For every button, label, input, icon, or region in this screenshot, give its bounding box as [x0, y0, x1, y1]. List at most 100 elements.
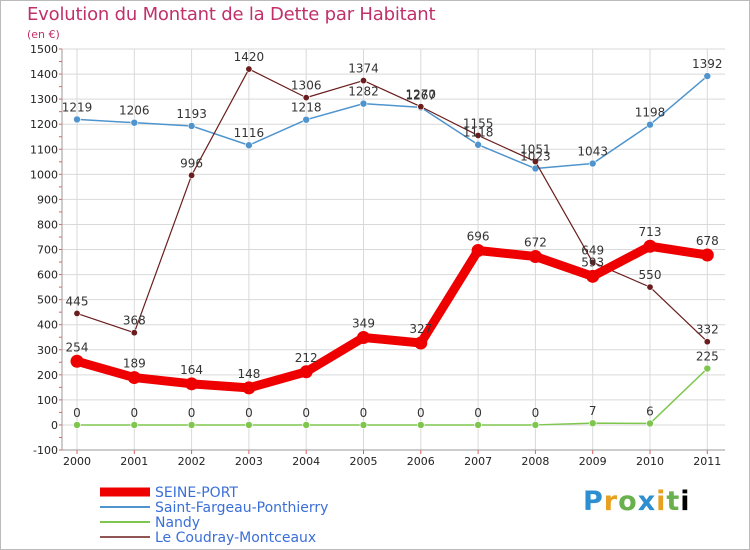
- data-label: 212: [295, 351, 318, 365]
- y-tick-label: 800: [37, 218, 58, 231]
- data-point: [127, 371, 141, 385]
- data-label: 0: [245, 406, 253, 420]
- data-point: [73, 421, 81, 429]
- data-label: 368: [123, 314, 146, 328]
- data-label: 6: [646, 404, 654, 418]
- y-tick-label: 1400: [30, 68, 58, 81]
- data-point: [130, 421, 139, 429]
- data-point: [302, 94, 310, 102]
- data-label: 0: [188, 406, 196, 420]
- data-point: [474, 421, 482, 429]
- data-label: 1392: [692, 57, 723, 71]
- data-label: 1043: [577, 145, 608, 159]
- y-tick-label: 300: [37, 344, 58, 357]
- data-point: [185, 377, 199, 391]
- data-label: 148: [237, 367, 260, 381]
- proxiti-logo: Proxiti: [583, 486, 691, 517]
- data-label: 649: [581, 243, 604, 257]
- legend-label: Le Coudray-Montceaux: [155, 530, 316, 546]
- data-point: [474, 131, 482, 139]
- data-point: [73, 115, 81, 124]
- y-tick-label: 1100: [30, 143, 58, 156]
- data-point: [245, 65, 253, 73]
- data-point: [416, 421, 425, 429]
- data-label: 225: [696, 350, 719, 364]
- data-label: 0: [417, 406, 425, 420]
- data-point: [70, 354, 84, 368]
- data-point: [646, 283, 654, 291]
- data-label: 0: [532, 406, 540, 420]
- y-tick-label: 1200: [30, 118, 58, 131]
- data-label: 0: [73, 406, 81, 420]
- data-label: 332: [696, 323, 719, 337]
- data-point: [359, 421, 368, 429]
- data-label: 0: [360, 406, 368, 420]
- data-label: 1051: [520, 143, 551, 157]
- data-label: 1193: [176, 107, 207, 121]
- legend-label: Saint-Fargeau-Ponthierry: [155, 500, 328, 516]
- x-tick-label: 2005: [350, 455, 378, 468]
- x-tick-label: 2001: [120, 455, 148, 468]
- data-point: [474, 140, 482, 149]
- data-point: [130, 118, 139, 127]
- data-point: [242, 381, 256, 395]
- data-label: 672: [524, 236, 547, 250]
- data-label: 550: [639, 268, 662, 282]
- data-label: 189: [123, 357, 146, 371]
- series-line-2: [76, 367, 709, 426]
- chart-title: Evolution du Montant de la Dette par Hab…: [27, 4, 436, 25]
- data-point: [187, 122, 196, 130]
- data-label: 327: [409, 322, 432, 336]
- x-tick-label: 2007: [464, 455, 492, 468]
- data-point: [528, 250, 542, 264]
- data-label: 1282: [348, 85, 379, 99]
- data-label: 164: [180, 363, 203, 377]
- data-point: [643, 239, 657, 253]
- x-tick-label: 2008: [521, 455, 549, 468]
- data-label: 254: [66, 340, 89, 354]
- data-label: 996: [180, 156, 203, 170]
- data-point: [130, 329, 138, 337]
- y-tick-label: 200: [37, 369, 58, 382]
- data-point: [359, 77, 367, 85]
- data-point: [588, 159, 597, 168]
- data-label: 349: [352, 316, 375, 330]
- data-point: [589, 258, 597, 266]
- data-label: 593: [581, 255, 604, 269]
- data-label: 0: [130, 406, 138, 420]
- y-tick-label: 500: [37, 294, 58, 307]
- data-label: 1118: [463, 126, 494, 140]
- data-point: [471, 244, 485, 258]
- x-tick-label: 2004: [292, 455, 320, 468]
- data-label: 1374: [348, 62, 379, 76]
- data-point: [703, 364, 712, 373]
- x-tick-label: 2009: [579, 455, 607, 468]
- y-tick-label: -100: [33, 444, 58, 457]
- data-point: [73, 309, 81, 317]
- y-tick-label: 900: [37, 193, 58, 206]
- data-label: 1023: [520, 150, 551, 164]
- data-label: 7: [589, 404, 597, 418]
- data-point: [531, 158, 539, 166]
- legend-label: SEINE-PORT: [155, 485, 238, 501]
- data-point: [646, 120, 654, 129]
- x-tick-label: 2000: [63, 455, 91, 468]
- data-point: [245, 421, 253, 429]
- chart-subtitle: (en €): [27, 28, 60, 41]
- data-label: 1206: [119, 104, 150, 118]
- data-label: 713: [639, 225, 662, 239]
- data-label: 1218: [291, 101, 322, 115]
- series-line-1: [76, 75, 709, 170]
- data-point: [302, 115, 311, 124]
- data-label: 0: [474, 406, 482, 420]
- x-tick-label: 2002: [178, 455, 206, 468]
- y-tick-label: 0: [51, 419, 58, 432]
- data-point: [588, 419, 597, 427]
- y-tick-label: 1000: [30, 168, 58, 181]
- x-tick-label: 2010: [636, 455, 664, 468]
- y-tick-label: 1500: [30, 43, 58, 56]
- data-point: [586, 269, 600, 283]
- data-point: [703, 338, 711, 346]
